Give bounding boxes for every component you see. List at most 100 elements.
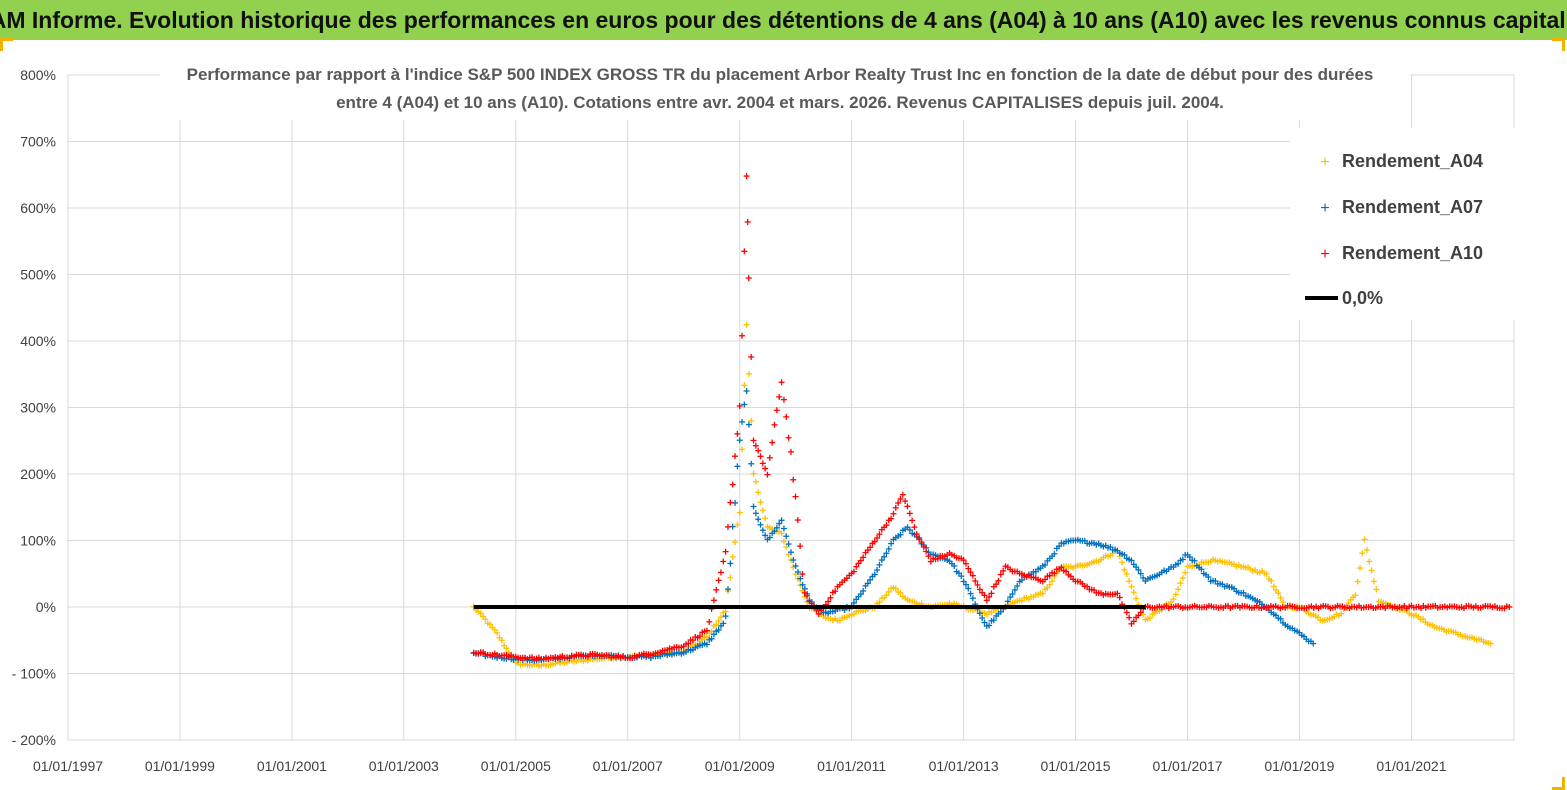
marker-rendement-a07 (967, 590, 974, 597)
marker-rendement-a10 (857, 557, 864, 564)
marker-rendement-a04 (1270, 583, 1277, 590)
marker-rendement-a10 (748, 353, 755, 360)
marker-rendement-a07 (762, 532, 769, 539)
marker-rendement-a10 (976, 586, 983, 593)
marker-rendement-a04 (1359, 550, 1366, 557)
plot-area (470, 173, 1513, 669)
marker-rendement-a10 (750, 437, 757, 444)
x-axis-labels: 01/01/1997 01/01/1999 01/01/2001 01/01/2003… (33, 758, 1447, 774)
marker-rendement-a07 (888, 540, 895, 547)
marker-rendement-a07 (867, 576, 874, 583)
chart-title-line-2: entre 4 (A04) et 10 ans (A10). Cotations… (336, 93, 1224, 112)
marker-rendement-a04 (897, 589, 904, 596)
marker-rendement-a07 (1009, 591, 1016, 598)
marker-rendement-a10 (790, 476, 797, 483)
marker-rendement-a07 (962, 581, 969, 588)
marker-rendement-a07 (766, 534, 773, 541)
marker-rendement-a10 (764, 471, 771, 478)
marker-rendement-a04 (1046, 581, 1053, 588)
marker-rendement-a07 (787, 549, 794, 556)
marker-rendement-a07 (885, 546, 892, 553)
marker-rendement-a07 (1175, 560, 1182, 567)
x-tick-label: 01/01/2011 (817, 758, 886, 774)
marker-rendement-a10 (715, 577, 722, 584)
legend-marker-a07: + (1320, 200, 1329, 217)
marker-rendement-a07 (997, 608, 1004, 615)
legend-label-a07: Rendement_A07 (1342, 197, 1483, 217)
marker-rendement-a04 (482, 616, 489, 623)
marker-rendement-a07 (1198, 566, 1205, 573)
marker-rendement-a04 (1182, 569, 1189, 576)
y-tick-label: - 100% (12, 666, 56, 682)
marker-rendement-a04 (750, 470, 757, 477)
marker-rendement-a07 (1140, 574, 1147, 581)
marker-rendement-a10 (696, 633, 703, 640)
marker-rendement-a07 (1056, 543, 1063, 550)
marker-rendement-a04 (736, 509, 743, 516)
marker-rendement-a07 (745, 421, 752, 428)
marker-rendement-a10 (797, 543, 804, 550)
marker-rendement-a10 (972, 578, 979, 585)
marker-rendement-a04 (1039, 590, 1046, 597)
x-tick-label: 01/01/2003 (369, 758, 439, 774)
marker-rendement-a04 (759, 507, 766, 514)
marker-rendement-a10 (827, 594, 834, 601)
corner-marker (1552, 38, 1565, 51)
marker-rendement-a04 (1275, 590, 1282, 597)
chart-title-line-1: Performance par rapport à l'indice S&P 5… (187, 65, 1374, 84)
marker-rendement-a07 (739, 418, 746, 425)
marker-rendement-a10 (773, 407, 780, 414)
marker-rendement-a07 (874, 567, 881, 574)
marker-rendement-a04 (1345, 600, 1352, 607)
marker-rendement-a07 (780, 525, 787, 532)
x-tick-label: 01/01/2007 (593, 758, 663, 774)
marker-rendement-a10 (876, 531, 883, 538)
marker-rendement-a10 (916, 534, 923, 541)
corner-marker (0, 38, 13, 51)
marker-rendement-a10 (874, 534, 881, 541)
marker-rendement-a04 (1354, 578, 1361, 585)
marker-rendement-a07 (1277, 615, 1284, 622)
marker-rendement-a07 (881, 553, 888, 560)
marker-rendement-a04 (780, 538, 787, 545)
marker-rendement-a10 (1506, 604, 1513, 610)
marker-rendement-a04 (1277, 594, 1284, 601)
marker-rendement-a07 (741, 401, 748, 408)
x-tick-label: 01/01/2019 (1264, 758, 1334, 774)
marker-rendement-a10 (888, 515, 895, 522)
marker-rendement-a04 (1128, 583, 1135, 590)
marker-rendement-a07 (981, 619, 988, 626)
marker-rendement-a04 (1487, 640, 1494, 647)
y-axis-labels: - 200% - 100% 0% 100% 200% 300% 400% 500% 600% 70… (12, 67, 56, 748)
marker-rendement-a10 (920, 543, 927, 550)
x-tick-label: 01/01/1997 (33, 758, 103, 774)
marker-rendement-a04 (1356, 565, 1363, 572)
marker-rendement-a10 (911, 524, 918, 531)
legend: + Rendement_A04 + Rendement_A07 + Rendem… (1290, 128, 1515, 320)
marker-rendement-a04 (1126, 578, 1133, 585)
marker-rendement-a04 (703, 633, 710, 640)
marker-rendement-a10 (804, 592, 811, 599)
marker-rendement-a10 (860, 554, 867, 561)
marker-rendement-a10 (890, 510, 897, 517)
marker-rendement-a04 (715, 617, 722, 624)
marker-rendement-a07 (734, 463, 741, 470)
marker-rendement-a04 (741, 382, 748, 389)
marker-rendement-a10 (766, 454, 773, 461)
marker-rendement-a04 (1133, 595, 1140, 602)
marker-rendement-a04 (729, 553, 736, 560)
marker-rendement-a10 (871, 538, 878, 545)
grid (67, 74, 1515, 741)
marker-rendement-a07 (1121, 551, 1128, 558)
marker-rendement-a07 (864, 580, 871, 587)
marker-rendement-a04 (762, 515, 769, 522)
marker-rendement-a07 (771, 528, 778, 535)
marker-rendement-a04 (745, 370, 752, 377)
marker-rendement-a04 (734, 521, 741, 528)
marker-rendement-a04 (1123, 571, 1130, 578)
y-tick-label: 400% (20, 333, 56, 349)
marker-rendement-a07 (736, 437, 743, 444)
x-tick-label: 01/01/2021 (1376, 758, 1446, 774)
marker-rendement-a04 (727, 574, 734, 581)
marker-rendement-a10 (983, 597, 990, 604)
